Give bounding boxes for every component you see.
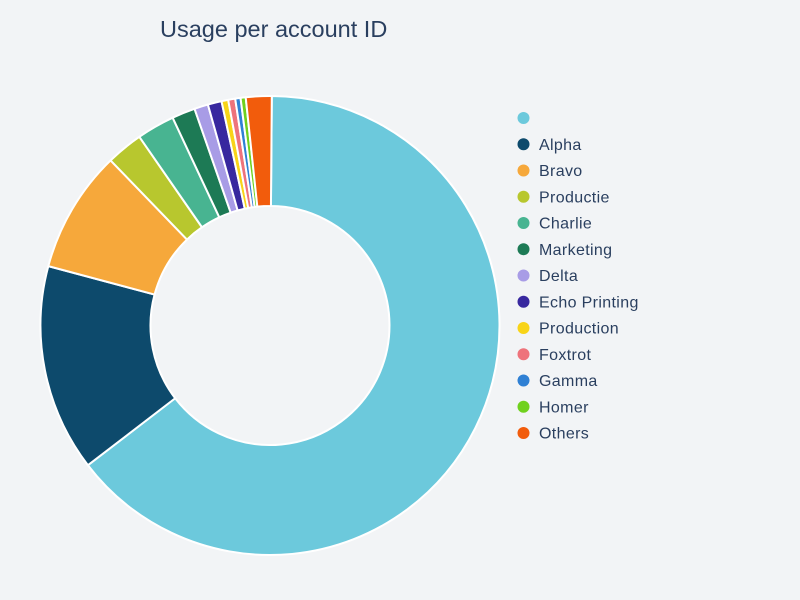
svg-text:Gamma: Gamma [539, 373, 598, 390]
svg-text:Marketing: Marketing [539, 242, 612, 259]
svg-text:Alpha: Alpha [539, 137, 582, 154]
svg-text:Production: Production [539, 321, 619, 338]
svg-text:Homer: Homer [539, 399, 589, 416]
svg-text:Usage per account ID: Usage per account ID [160, 16, 387, 42]
svg-text:Bravo: Bravo [539, 163, 583, 180]
svg-text:Productie: Productie [539, 189, 610, 206]
svg-text:Charlie: Charlie [539, 216, 592, 233]
svg-text:Others: Others [539, 426, 589, 443]
svg-text:Delta: Delta [539, 268, 578, 285]
svg-text:Foxtrot: Foxtrot [539, 347, 591, 364]
svg-text:Echo Printing: Echo Printing [539, 294, 639, 311]
